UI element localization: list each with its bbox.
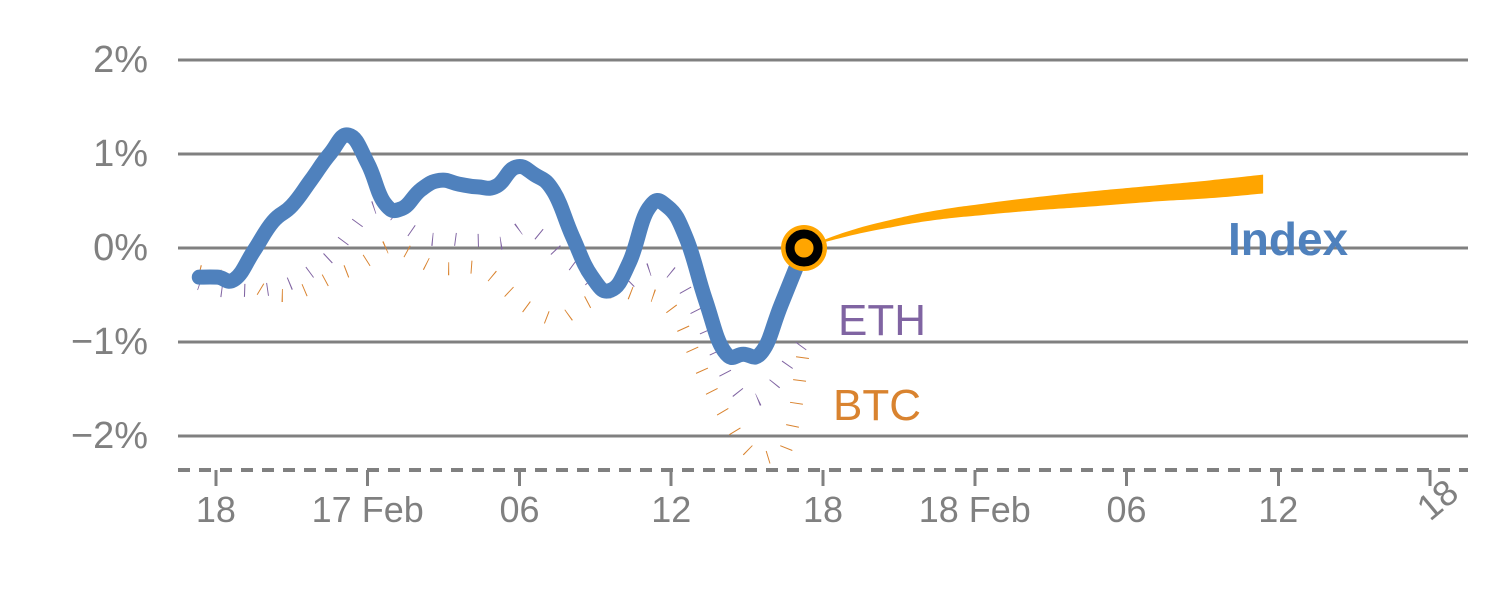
y-axis-labels-group: 2% 1% 0% −1% −2%: [71, 39, 148, 457]
x-axis-line-group: [178, 468, 1468, 486]
y-tick-label: −2%: [71, 415, 148, 457]
x-tick-label: 18 Feb: [919, 489, 1031, 530]
x-tick-label: 18: [1409, 471, 1466, 528]
x-tick-label: 17 Feb: [312, 489, 424, 530]
index-series-line: [191, 127, 812, 366]
forecast-band-shape: [804, 174, 1264, 248]
x-tick-label: 18: [803, 489, 843, 530]
y-tick-label: −1%: [71, 321, 148, 363]
series-label-index: Index: [1228, 213, 1349, 265]
current-point-marker[interactable]: [781, 225, 828, 271]
x-tick-label: 12: [651, 489, 691, 530]
btc-series-line: [197, 239, 811, 465]
y-tick-label: 0%: [93, 227, 148, 269]
series-label-btc: BTC: [833, 381, 921, 430]
forecast-band-series: [804, 174, 1264, 248]
x-tick-label: 06: [1107, 489, 1147, 530]
x-tick-label: 12: [1258, 489, 1298, 530]
btc-dotted-path: [197, 239, 811, 465]
x-tick-label: 06: [499, 489, 539, 530]
x-axis-labels-group: 18 17 Feb 06 12 18 18 Feb 06 12 18: [196, 471, 1466, 530]
marker-inner[interactable]: [785, 229, 823, 267]
y-tick-label: 2%: [93, 39, 148, 81]
x-tick-label: 18: [196, 489, 236, 530]
index-solid-path: [191, 127, 812, 366]
y-tick-label: 1%: [93, 133, 148, 175]
series-label-eth: ETH: [838, 296, 926, 345]
